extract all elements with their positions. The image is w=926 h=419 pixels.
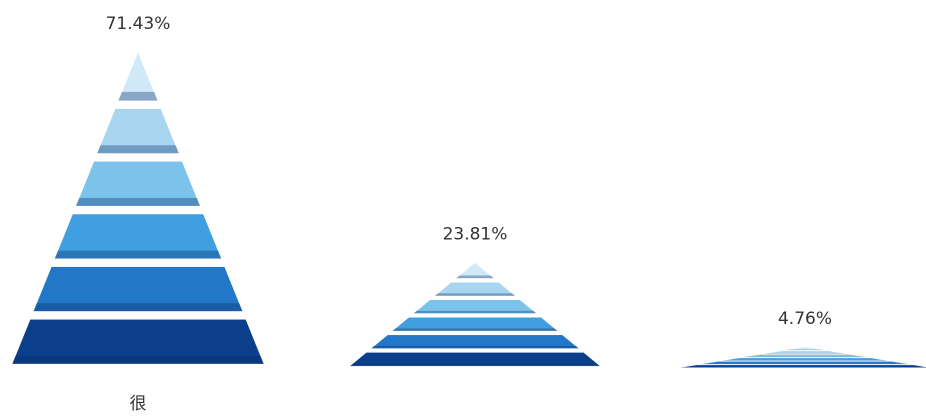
pyramid-slice [455, 262, 495, 279]
pyramid-slice [11, 319, 265, 365]
pyramid [679, 346, 926, 368]
slice-shade [434, 293, 516, 296]
value-label: 23.81% [443, 225, 508, 245]
pyramid-slice [32, 266, 244, 312]
slice-shade [118, 91, 158, 101]
slice-shade [33, 303, 243, 312]
pyramid-slice [679, 364, 926, 368]
slice-shade [392, 328, 558, 331]
pyramid-slice [349, 352, 601, 367]
pyramid-slice [96, 108, 180, 154]
pyramid-slice [786, 346, 824, 351]
pyramid-slice [701, 361, 909, 365]
pyramid-slice [370, 334, 580, 349]
slice-shade [371, 346, 579, 349]
slice-shade [75, 197, 201, 206]
pyramid-slice [764, 350, 846, 354]
pyramid-slice [412, 299, 538, 314]
category-label: 很 [130, 394, 147, 414]
pyramid-slice [117, 51, 159, 101]
pyramid [349, 262, 601, 367]
pyramid-slice [722, 357, 888, 361]
value-label: 4.76% [778, 309, 832, 329]
slice-shade [12, 355, 264, 364]
slice-shade [54, 250, 222, 259]
slice-shade [456, 275, 494, 279]
pyramid-slice [434, 281, 516, 297]
slice-shade [97, 145, 179, 154]
pyramid-slice [743, 354, 867, 358]
pyramid-slice [391, 317, 559, 332]
slice-shade [349, 363, 601, 367]
slice-shade [413, 310, 537, 314]
value-label: 71.43% [106, 14, 171, 34]
slice-shade [786, 349, 824, 351]
pyramid [11, 51, 265, 365]
pyramid-slice [54, 213, 222, 259]
pyramid-slice [75, 161, 201, 207]
